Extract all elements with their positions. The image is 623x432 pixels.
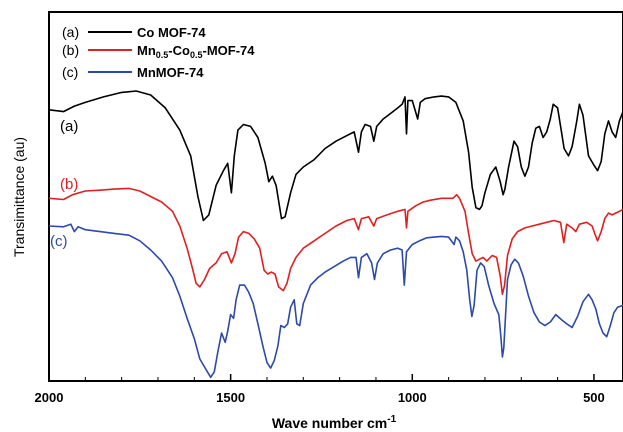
curve-label-a: (a)	[60, 118, 78, 135]
x-axis-title-text: Wave number cm	[272, 415, 387, 431]
x-tick-label-1000: 1000	[398, 390, 427, 405]
x-axis-title: Wave number cm-1	[272, 414, 397, 431]
legend-label-b-sub1: 0.5	[156, 50, 169, 60]
legend-label-a: Co MOF-74	[137, 25, 206, 40]
legend-label-b: Mn0.5-Co0.5-MOF-74	[137, 43, 255, 60]
legend-entry-c: (c) MnMOF-74	[62, 64, 204, 80]
legend-label-b-sub2: 0.5	[190, 50, 203, 60]
legend-label-b-part3: -MOF-74	[202, 43, 255, 58]
plot-frame	[48, 11, 623, 382]
series-line-b	[48, 187, 623, 296]
legend-label-b-part2: -Co	[168, 43, 190, 58]
series-layer	[48, 90, 623, 379]
x-tick-label-1500: 1500	[216, 390, 245, 405]
x-axis-title-superscript: -1	[387, 414, 396, 425]
legend-tag-a: (a)	[62, 24, 79, 40]
legend-label-c: MnMOF-74	[137, 65, 204, 80]
x-ticks: 2000 1500 1000 500	[35, 374, 605, 405]
legend-tag-c: (c)	[62, 64, 78, 80]
legend-entry-a: (a) Co MOF-74	[62, 24, 206, 40]
x-tick-label-2000: 2000	[35, 390, 64, 405]
series-line-c	[48, 223, 623, 379]
legend-tag-b: (b)	[62, 42, 79, 58]
curve-label-c: (c)	[50, 233, 68, 250]
legend-entry-b: (b) Mn0.5-Co0.5-MOF-74	[62, 42, 255, 60]
legend: (a) Co MOF-74 (b) Mn0.5-Co0.5-MOF-74 (c)…	[62, 24, 255, 80]
curve-label-b: (b)	[60, 176, 78, 193]
series-line-a	[48, 90, 623, 222]
y-axis-title: Transimittance (au)	[11, 137, 27, 257]
legend-label-b-part1: Mn	[137, 43, 156, 58]
x-tick-label-500: 500	[583, 390, 605, 405]
